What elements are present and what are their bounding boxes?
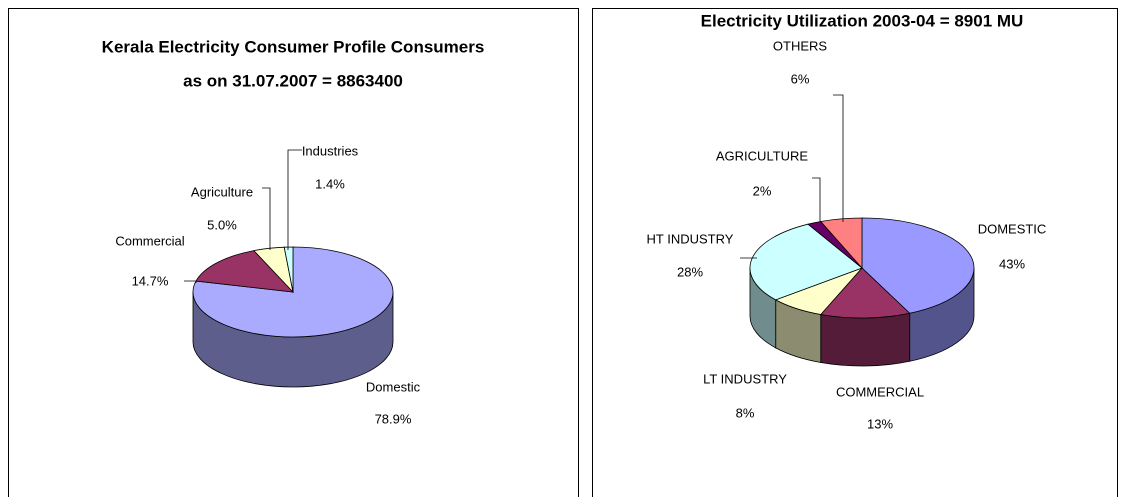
slice [195, 250, 295, 293]
slice [861, 217, 975, 314]
value-label: 13% [867, 416, 893, 431]
value-label: 1.4% [315, 176, 345, 191]
slice-label: AGRICULTURE [716, 148, 809, 163]
leader-line [833, 94, 844, 222]
leader-line [812, 177, 821, 222]
slice-label: Agriculture [191, 184, 253, 199]
slice-side [820, 312, 911, 367]
panel-border [8, 8, 579, 497]
slice [819, 217, 863, 270]
value-label: 6% [791, 71, 810, 86]
value-label: 43% [999, 256, 1025, 271]
slice-label: HT INDUSTRY [647, 231, 734, 246]
value-label: 14.7% [132, 273, 169, 288]
slice-label: Domestic [366, 379, 421, 394]
slice-label: Industries [302, 143, 359, 158]
slice [283, 246, 294, 293]
slice [749, 223, 863, 301]
value-label: 5.0% [207, 217, 237, 232]
slice [192, 246, 394, 338]
chart-title: Electricity Utilization 2003-04 = 8901 M… [701, 11, 1024, 30]
leader-line [262, 187, 271, 250]
slice-label: LT INDUSTRY [703, 371, 787, 386]
slice-label: OTHERS [773, 38, 828, 53]
value-label: 2% [753, 183, 772, 198]
slice-label: COMMERCIAL [836, 384, 924, 399]
leader-line [184, 280, 197, 283]
value-label: 28% [677, 264, 703, 279]
slice [819, 267, 911, 319]
chart-title: as on 31.07.2007 = 8863400 [183, 71, 403, 90]
slice-label: DOMESTIC [978, 221, 1047, 236]
panel-border [592, 8, 1118, 497]
chart-title: Kerala Electricity Consumer Profile Cons… [102, 37, 485, 56]
value-label: 8% [736, 405, 755, 420]
slice-label: Commercial [115, 233, 184, 248]
value-label: 78.9% [375, 411, 412, 426]
leader-line [287, 149, 302, 250]
